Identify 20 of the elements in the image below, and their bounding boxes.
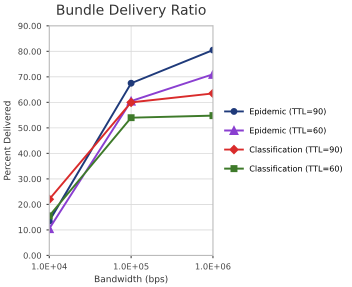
legend-label: Epidemic (TTL=60) [250, 127, 326, 135]
y-tick-label: 70.00 [18, 74, 42, 80]
legend-label: Classification (TTL=90) [250, 146, 342, 154]
x-tick-label: 1.0E+05 [114, 263, 148, 270]
y-tick-label: 20.00 [18, 201, 42, 208]
x-tick-label: 1.0E+04 [32, 263, 67, 270]
y-tick-label: 40.00 [18, 150, 42, 157]
y-tick-label: 60.00 [18, 99, 42, 106]
y-tick-label: 80.00 [18, 48, 42, 55]
y-tick-label: 0.00 [24, 252, 42, 259]
y-tick-label: 50.00 [18, 124, 42, 132]
y-tick-label: 30.00 [18, 176, 42, 182]
y-tick-label: 90.00 [18, 22, 42, 30]
legend-label: Epidemic (TTL=90) [250, 108, 326, 116]
y-tick-label: 10.00 [18, 226, 42, 234]
legend-label: Classification (TTL=60) [250, 165, 342, 173]
x-axis-title: Bandwidth (bps) [94, 275, 168, 284]
chart-title: Bundle Delivery Ratio [57, 4, 206, 18]
y-axis-title: Percent Delivered [3, 101, 10, 180]
x-tick-label: 1.0E+06 [196, 263, 230, 270]
